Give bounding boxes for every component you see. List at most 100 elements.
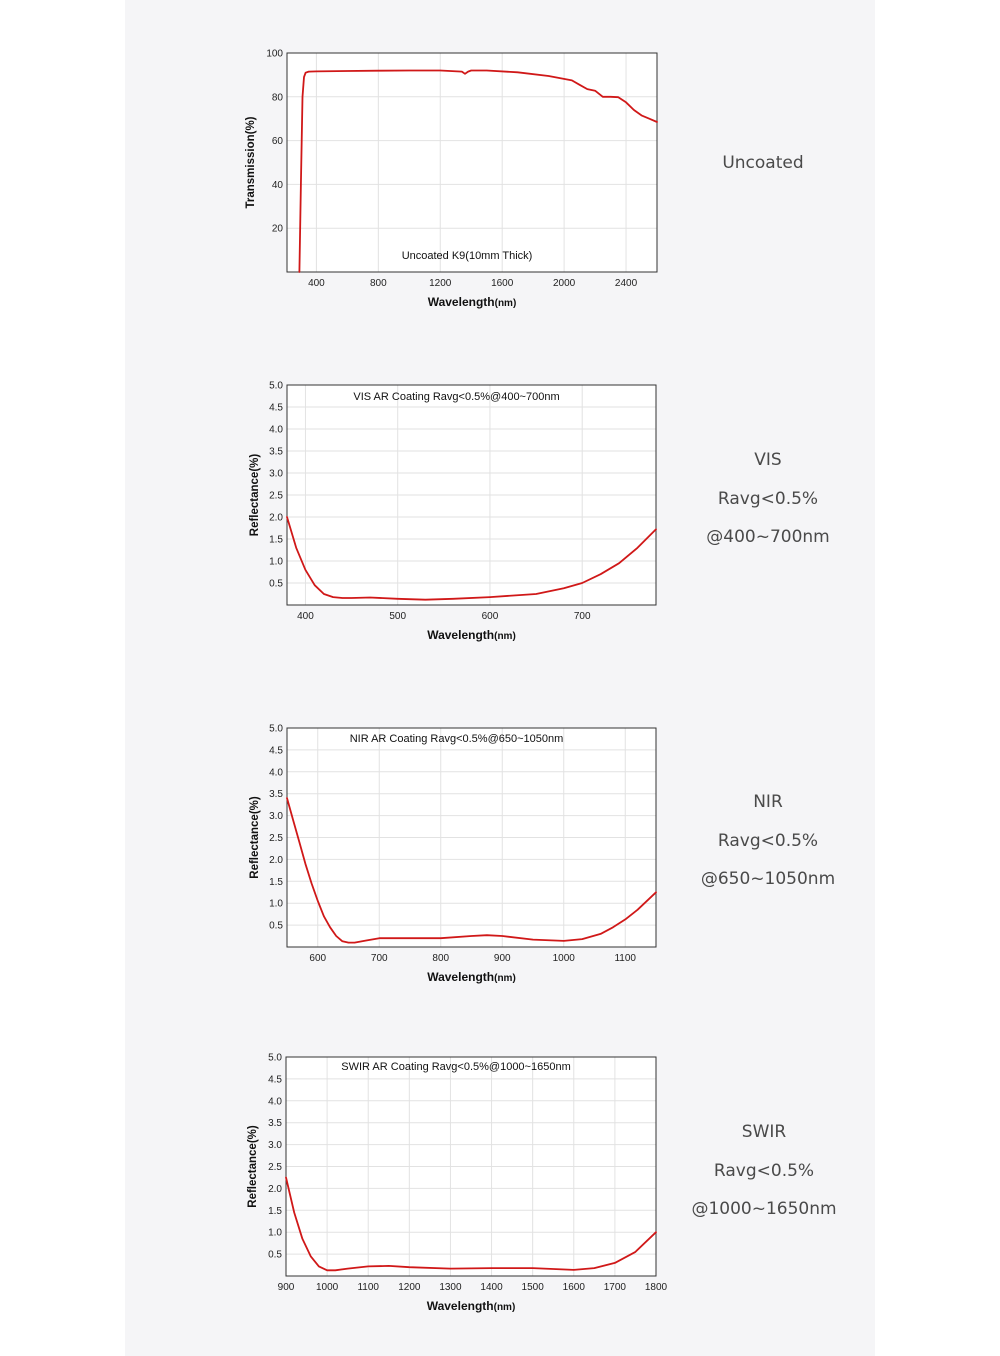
- y-tick-label: 3.5: [269, 789, 283, 800]
- y-axis-label: Reflectance(%): [247, 1125, 259, 1208]
- y-tick-label: 3.0: [268, 1140, 282, 1151]
- chart-title: NIR AR Coating Ravg<0.5%@650~1050nm: [350, 733, 564, 745]
- x-tick-label: 700: [371, 953, 388, 964]
- x-tick-label: 1200: [398, 1282, 421, 1293]
- chart-title: VIS AR Coating Ravg<0.5%@400~700nm: [353, 391, 559, 403]
- y-tick-label: 2.0: [269, 855, 283, 866]
- y-tick-label: 4.5: [269, 745, 283, 756]
- label-vis: VIS Ravg<0.5% @400~700nm: [668, 441, 868, 557]
- x-tick-label: 1700: [604, 1282, 627, 1293]
- plot-frame: [286, 384, 657, 606]
- plot-frame: [285, 1056, 657, 1277]
- y-tick-label: 0.5: [269, 921, 283, 932]
- y-tick-label: 1.0: [268, 1228, 282, 1239]
- y-axis-label: Transmission(%): [245, 116, 257, 208]
- chart-1: 400 800 1200 1600 2000 2400 20 40 60 80 100 Wavelen…: [245, 49, 658, 309]
- x-tick-label: 600: [309, 953, 326, 964]
- x-tick-label: 2000: [553, 278, 576, 289]
- x-tick-label: 600: [482, 611, 499, 622]
- x-tick-label: 1200: [429, 278, 452, 289]
- label-uncoated: Uncoated: [663, 144, 863, 183]
- y-tick-label: 1.0: [269, 557, 283, 568]
- y-tick-label: 3.5: [268, 1118, 282, 1129]
- series-line: [286, 797, 657, 944]
- x-axis-label-text: Wavelength: [427, 628, 494, 642]
- y-tick-label: 0.5: [268, 1250, 282, 1261]
- y-tick-label: 100: [266, 49, 283, 60]
- plot-area: [287, 53, 657, 272]
- label-nir-line-2: Ravg<0.5%: [717, 830, 819, 851]
- label-vis-line-2: Ravg<0.5%: [717, 488, 819, 509]
- y-tick-label: 1.5: [268, 1206, 282, 1217]
- chart-title: SWIR AR Coating Ravg<0.5%@1000~1650nm: [341, 1061, 570, 1073]
- x-axis-label: Wavelength(nm): [427, 970, 516, 984]
- x-axis-label-text: Wavelength: [428, 295, 495, 309]
- label-swir: SWIR Ravg<0.5% @1000~1650nm: [664, 1113, 864, 1229]
- label-swir-line-2: Ravg<0.5%: [713, 1160, 815, 1181]
- plot-frame: [286, 52, 658, 273]
- label-uncoated-line-1: Uncoated: [722, 153, 804, 173]
- x-tick-label: 1800: [645, 1282, 668, 1293]
- y-tick-label: 5.0: [269, 381, 283, 392]
- y-tick-label: 2.5: [268, 1162, 282, 1173]
- y-tick-label: 2.5: [269, 491, 283, 502]
- x-tick-label: 1600: [491, 278, 514, 289]
- y-tick-label: 2.0: [269, 513, 283, 524]
- series-line: [285, 1176, 657, 1272]
- plot-frame: [286, 727, 657, 948]
- x-tick-label: 1600: [563, 1282, 586, 1293]
- label-vis-line-3: @400~700nm: [706, 527, 830, 547]
- label-swir-line-3: @1000~1650nm: [691, 1199, 837, 1219]
- x-tick-label: 900: [494, 953, 511, 964]
- y-tick-label: 80: [272, 92, 284, 103]
- x-tick-label: 1100: [357, 1282, 379, 1293]
- x-tick-label: 1300: [439, 1282, 462, 1293]
- y-tick-label: 20: [272, 224, 284, 235]
- label-nir-line-1: NIR: [753, 792, 783, 812]
- y-tick-label: 4.0: [269, 425, 283, 436]
- y-tick-label: 1.5: [269, 877, 283, 888]
- x-tick-label: 1000: [316, 1282, 339, 1293]
- x-tick-label: 400: [297, 611, 314, 622]
- y-tick-label: 3.0: [269, 469, 283, 480]
- x-tick-label: 400: [308, 278, 325, 289]
- series-line: [286, 516, 657, 601]
- y-tick-label: 2.0: [268, 1184, 282, 1195]
- x-tick-label: 900: [278, 1282, 295, 1293]
- chart-4: 900 1000 1100 1200 1300 1400 1500 1600 1700 1800 0…: [247, 1053, 668, 1314]
- x-tick-label: 1100: [614, 953, 636, 964]
- x-tick-label: 500: [389, 611, 406, 622]
- x-axis-label-text: Wavelength: [427, 970, 494, 984]
- x-tick-label: 1500: [522, 1282, 545, 1293]
- x-tick-label: 1000: [553, 953, 576, 964]
- y-tick-label: 5.0: [269, 724, 283, 735]
- y-tick-label: 4.0: [269, 767, 283, 778]
- x-tick-label: 700: [574, 611, 591, 622]
- x-tick-label: 2400: [615, 278, 638, 289]
- y-tick-label: 1.0: [269, 899, 283, 910]
- series-line: [298, 69, 658, 273]
- y-tick-label: 4.5: [269, 403, 283, 414]
- y-axis-label: Reflectance(%): [249, 454, 261, 537]
- chart-2: 400 500 600 700 0.5 1.0 1.5 2.0 2.5 3.0 3.5 4.0 4.5 5…: [249, 381, 657, 642]
- label-nir-line-3: @650~1050nm: [700, 869, 836, 889]
- y-tick-label: 4.0: [268, 1096, 282, 1107]
- x-axis-label: Wavelength(nm): [427, 628, 516, 642]
- y-tick-label: 5.0: [268, 1053, 282, 1064]
- label-swir-line-1: SWIR: [741, 1122, 787, 1142]
- y-tick-label: 2.5: [269, 833, 283, 844]
- y-tick-label: 0.5: [269, 579, 283, 590]
- x-axis-unit: (nm): [494, 631, 516, 642]
- y-tick-label: 4.5: [268, 1074, 282, 1085]
- chart-title: Uncoated K9(10mm Thick): [402, 250, 533, 262]
- x-axis-unit: (nm): [494, 973, 516, 984]
- chart-3: 600 700 800 900 1000 1100 0.5 1.0 1.5 2.0 2.5 3.0 3.…: [249, 724, 657, 984]
- y-tick-label: 60: [272, 136, 284, 147]
- label-nir: NIR Ravg<0.5% @650~1050nm: [668, 783, 868, 899]
- x-tick-label: 800: [432, 953, 449, 964]
- y-tick-label: 3.5: [269, 447, 283, 458]
- y-tick-label: 3.0: [269, 811, 283, 822]
- y-tick-label: 40: [272, 180, 284, 191]
- x-axis-unit: (nm): [494, 1302, 516, 1313]
